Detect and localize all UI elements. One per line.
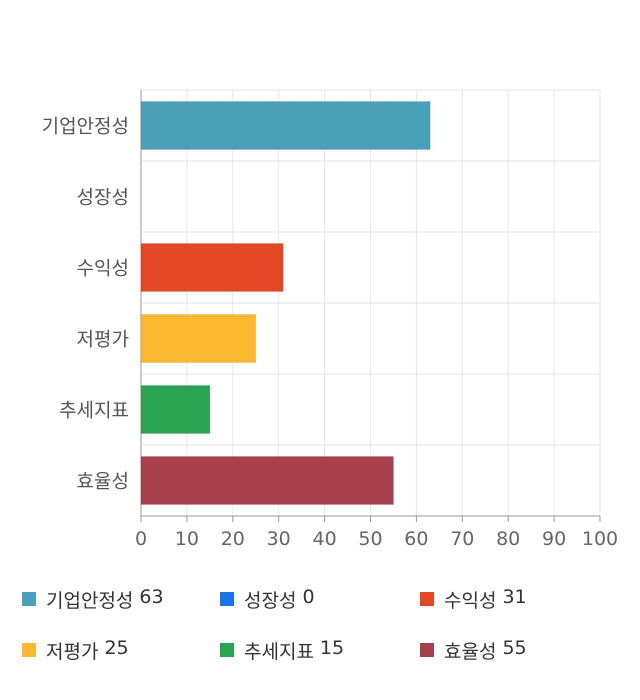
legend-value-growth: 0 — [302, 585, 315, 608]
category-label: 성장성 — [77, 187, 129, 209]
x-tick-label: 100 — [582, 528, 618, 550]
category-label: 효율성 — [77, 471, 129, 493]
bar-3 — [140, 314, 257, 363]
x-tick-label: 0 — [135, 528, 147, 550]
legend-value-trend: 15 — [319, 636, 345, 659]
legend-item-trend: 추세지표 15 — [220, 636, 344, 664]
legend-swatch-undervalued — [22, 643, 36, 657]
x-tick-label: 70 — [450, 528, 474, 550]
legend-item-growth: 성장성 0 — [220, 585, 315, 613]
legend-label-stability: 기업안정성 — [46, 589, 134, 612]
legend-label-trend: 추세지표 — [244, 640, 314, 663]
legend-item-efficiency: 효율성 55 — [420, 636, 527, 664]
chart-svg: 0 10 20 30 40 50 60 70 80 90 100 기업안정성성장성수익성저평가추세지표… — [42, 89, 618, 550]
category-label: 추세지표 — [59, 400, 129, 422]
legend-label-undervalued: 저평가 — [46, 640, 99, 663]
legend-item-stability: 기업안정성 63 — [22, 585, 164, 613]
bar-0 — [140, 101, 431, 150]
category-label: 기업안정성 — [42, 116, 129, 138]
x-tick-label: 60 — [404, 528, 428, 550]
legend-label-efficiency: 효율성 — [444, 640, 497, 663]
x-tick-label: 50 — [358, 528, 382, 550]
legend-value-efficiency: 55 — [502, 636, 527, 659]
legend: 기업안정성 63 성장성 0 수익성 31 저평가 25 추세지표 15 — [0, 575, 640, 695]
bar-4 — [140, 385, 211, 434]
bar-5 — [140, 456, 394, 505]
category-label: 수익성 — [77, 258, 129, 280]
legend-swatch-trend — [220, 643, 234, 657]
legend-item-profitability: 수익성 31 — [420, 585, 527, 613]
x-tick-label: 90 — [542, 528, 566, 550]
x-tick-label: 10 — [175, 528, 199, 550]
legend-item-undervalued: 저평가 25 — [22, 636, 129, 664]
legend-swatch-growth — [220, 592, 234, 606]
category-label: 저평가 — [77, 329, 129, 351]
legend-value-undervalued: 25 — [104, 636, 129, 659]
legend-label-profitability: 수익성 — [444, 589, 497, 612]
x-tick-label: 30 — [267, 528, 291, 550]
legend-swatch-stability — [22, 592, 36, 606]
legend-swatch-efficiency — [420, 643, 434, 657]
legend-value-profitability: 31 — [502, 585, 527, 608]
x-tick-label: 40 — [313, 528, 337, 550]
legend-label-growth: 성장성 — [244, 589, 297, 612]
legend-swatch-profitability — [420, 592, 434, 606]
x-tick-label: 20 — [221, 528, 245, 550]
bar-2 — [140, 243, 284, 292]
x-tick-label: 80 — [496, 528, 520, 550]
legend-value-stability: 63 — [139, 585, 164, 608]
